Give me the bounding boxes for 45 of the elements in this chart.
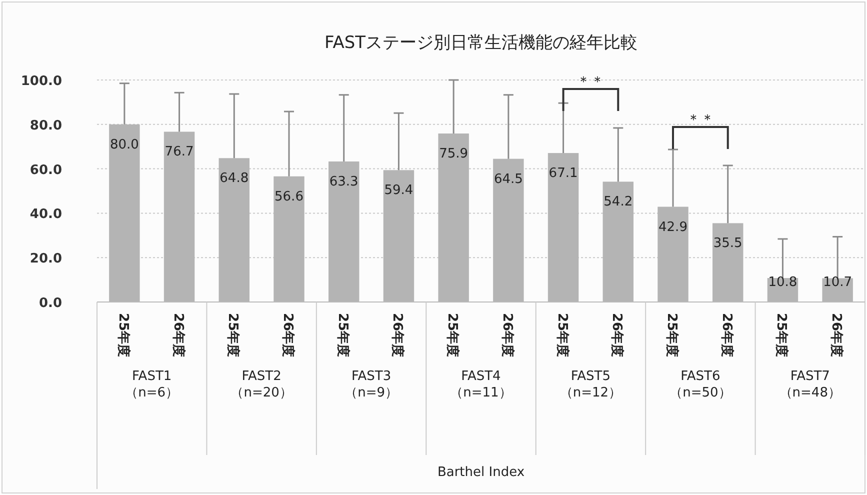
data-label: 64.5: [494, 172, 523, 187]
data-label: 59.4: [384, 183, 414, 198]
text: 25年度: [664, 312, 679, 358]
text: 26年度: [280, 312, 295, 358]
y-tick-label: 60.0: [30, 162, 62, 178]
y-tick-label: 0.0: [38, 296, 62, 311]
text: 25年度: [774, 312, 789, 358]
text: Barthel Index: [437, 465, 525, 480]
text: 26年度: [170, 312, 186, 358]
text: 26年度: [390, 312, 405, 358]
data-label: 54.2: [604, 194, 633, 210]
text: 25年度: [334, 312, 350, 358]
x-tick-label: FAST2 （n=20）: [230, 369, 292, 400]
x-tick-label: FAST4 （n=11）: [450, 369, 512, 400]
data-label: 76.7: [164, 144, 194, 160]
x-tick-label: FAST6 （n=50）: [670, 369, 732, 400]
text: 25年度: [225, 312, 240, 358]
data-label: 56.6: [274, 189, 304, 204]
data-label: 10.7: [823, 275, 852, 290]
data-label: 10.8: [768, 275, 798, 290]
text: 25年度: [444, 312, 460, 358]
text: 26年度: [828, 312, 844, 358]
x-tick-label: FAST1 （n=6）: [125, 369, 179, 400]
data-label: 63.3: [329, 174, 358, 190]
x-tick-label: FAST5 （n=12）: [560, 369, 622, 400]
text: 25年度: [115, 312, 132, 358]
chart-title: FASTステージ別日常生活機能の経年比較: [324, 33, 638, 53]
data-label: 42.9: [658, 220, 688, 235]
y-tick-label: 40.0: [30, 207, 62, 222]
y-tick-label: 100.0: [20, 74, 62, 89]
data-label: 67.1: [548, 166, 578, 182]
x-tick-label: FAST3 （n=9）: [344, 369, 398, 400]
data-label: 75.9: [439, 146, 468, 162]
data-label: 64.8: [220, 171, 249, 186]
text: 25年度: [554, 312, 570, 358]
text: 26年度: [609, 312, 624, 358]
data-label: 80.0: [110, 137, 139, 152]
annotation: ＊＊: [686, 112, 714, 128]
annotation: ＊＊: [576, 74, 605, 90]
x-tick-label: FAST7 （n=48）: [779, 369, 841, 400]
y-tick-label: 20.0: [30, 252, 62, 267]
text: 26年度: [718, 312, 734, 358]
y-tick-label: 80.0: [30, 118, 62, 134]
data-label: 35.5: [713, 236, 742, 252]
text: 26年度: [499, 312, 514, 358]
